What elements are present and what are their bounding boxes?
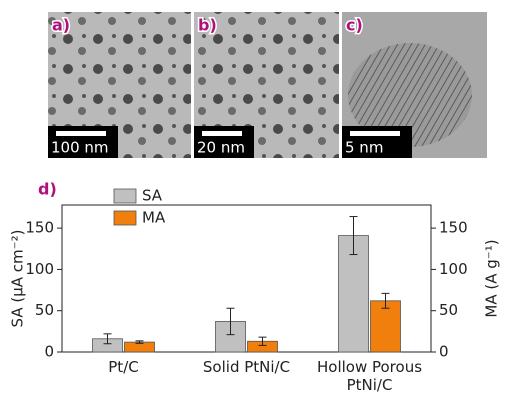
scale-label: 5 nm — [345, 139, 383, 157]
scale-bar — [202, 131, 242, 136]
y2-tick-label: 150 — [439, 219, 468, 237]
scale-label: 100 nm — [51, 139, 109, 157]
panel-label: a) — [52, 16, 70, 35]
y-tick-label: 100 — [25, 260, 54, 278]
error-bar — [103, 333, 112, 345]
y2-tick-label: 100 — [439, 260, 468, 278]
scale-label: 20 nm — [197, 139, 245, 157]
error-bar — [258, 336, 267, 346]
error-bar — [226, 307, 235, 336]
legend-label: MA — [142, 209, 166, 227]
scale-bar — [350, 131, 400, 136]
plot-frame — [61, 204, 432, 353]
y-tick-label: 0 — [44, 343, 54, 361]
y2-tick-label: 50 — [439, 301, 458, 319]
x-tick-label: Hollow Porous PtNi/C — [316, 358, 423, 394]
legend-swatch — [113, 210, 137, 226]
particle — [348, 43, 472, 147]
error-bar — [135, 340, 144, 344]
x-tick-label: Pt/C — [108, 358, 139, 376]
panel-label: d) — [38, 180, 57, 199]
y-axis-label: SA (μA cm⁻²) — [9, 230, 27, 328]
panel-label: c) — [346, 16, 363, 35]
y2-axis-label: MA (A g⁻¹) — [483, 239, 501, 317]
legend-swatch — [113, 188, 137, 204]
y-tick-label: 150 — [25, 219, 54, 237]
error-bar — [381, 292, 390, 309]
scale-bar — [56, 131, 106, 136]
y-tick-label: 50 — [35, 301, 54, 319]
y2-tick-label: 0 — [439, 343, 449, 361]
bar — [370, 300, 401, 353]
error-bar — [349, 216, 358, 256]
panel-label: b) — [198, 16, 217, 35]
x-tick-label: Solid PtNi/C — [202, 358, 291, 376]
legend-label: SA — [142, 187, 163, 205]
